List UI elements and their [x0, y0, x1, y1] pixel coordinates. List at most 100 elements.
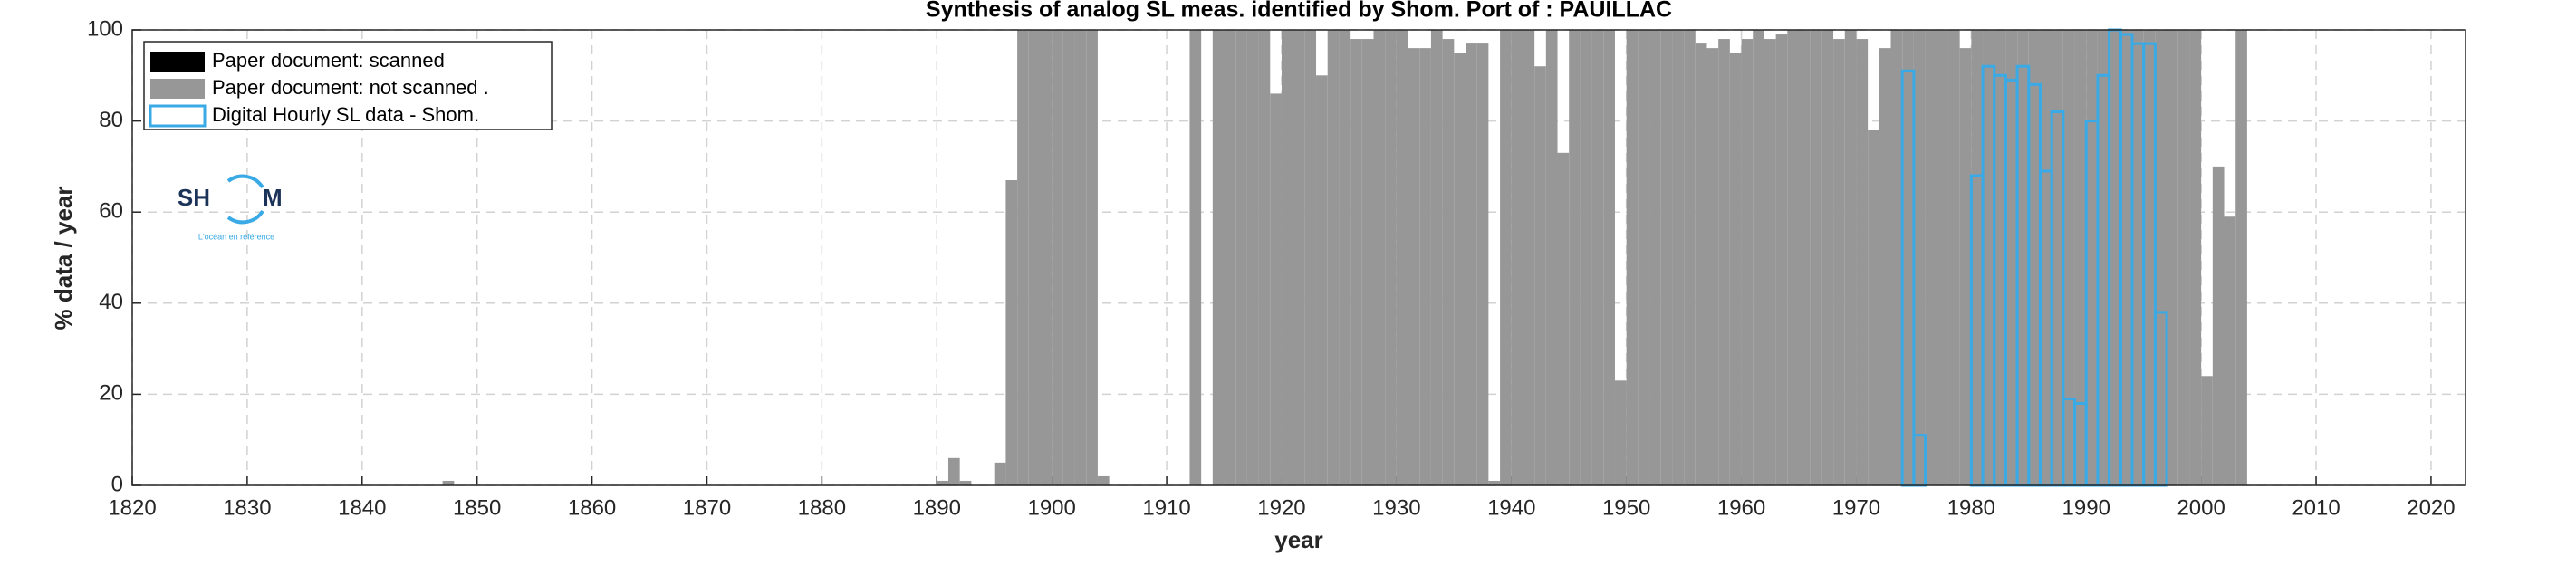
- bar: [1626, 30, 1639, 485]
- bar: [2005, 30, 2018, 485]
- x-tick-label: 1940: [1487, 495, 1535, 520]
- bar: [1603, 30, 1615, 485]
- bar: [1879, 48, 1891, 486]
- x-tick-label: 2000: [2177, 495, 2225, 520]
- bar: [2132, 30, 2144, 485]
- legend-label: Paper document: not scanned .: [212, 76, 489, 99]
- x-tick-label: 1850: [453, 495, 501, 520]
- x-tick-label: 2020: [2407, 495, 2455, 520]
- bar: [1466, 43, 1477, 486]
- bar: [947, 457, 960, 485]
- x-tick-label: 1990: [2062, 495, 2110, 520]
- bar: [1373, 30, 1386, 485]
- legend-label: Paper document: scanned: [212, 49, 445, 72]
- y-tick-label: 80: [99, 108, 123, 132]
- bar: [1614, 380, 1627, 485]
- bar: [2086, 30, 2098, 485]
- bar: [1235, 30, 1247, 485]
- bar: [1695, 43, 1707, 486]
- x-tick-label: 1890: [913, 495, 961, 520]
- bar: [2028, 30, 2041, 485]
- x-tick-label: 1970: [1832, 495, 1880, 520]
- x-tick-label: 1880: [798, 495, 846, 520]
- x-tick-label: 1870: [683, 495, 731, 520]
- bar: [1224, 30, 1236, 485]
- x-axis-label: year: [1274, 526, 1323, 553]
- bar: [994, 462, 1006, 485]
- bar: [1270, 93, 1282, 486]
- bar: [1028, 30, 1041, 485]
- bars: [442, 28, 2247, 487]
- legend-label: Digital Hourly SL data - Shom.: [212, 103, 479, 126]
- bar: [1672, 30, 1685, 485]
- bar: [1523, 30, 1535, 485]
- bar: [2062, 30, 2075, 485]
- bar: [1040, 30, 1053, 485]
- bar: [1787, 30, 1799, 485]
- bar: [2120, 30, 2132, 485]
- legend-swatch: [150, 79, 205, 99]
- bar: [2040, 30, 2052, 485]
- bar: [1304, 30, 1317, 485]
- bar: [1281, 30, 1293, 485]
- bar: [1718, 39, 1730, 486]
- bar: [1591, 30, 1604, 485]
- bar: [1097, 475, 1110, 485]
- bar: [1361, 39, 1374, 486]
- bar: [1994, 30, 2006, 485]
- bar: [2224, 216, 2236, 486]
- bar: [1959, 48, 1972, 486]
- bar: [1545, 30, 1558, 485]
- bar: [1339, 30, 1351, 485]
- legend: Paper document: scanned Paper document: n…: [143, 41, 553, 130]
- logo-ring: [226, 174, 264, 225]
- bar: [1729, 53, 1742, 486]
- legend-swatch: [150, 52, 205, 72]
- x-tick-label: 1980: [1947, 495, 1995, 520]
- bar: [1396, 30, 1408, 485]
- bar: [959, 480, 972, 485]
- logo-tagline: L'océan en référence: [198, 232, 274, 241]
- bar: [1074, 30, 1087, 485]
- bar: [2212, 166, 2225, 485]
- bar: [1971, 30, 1984, 485]
- bar: [1844, 30, 1857, 485]
- bar: [1649, 30, 1661, 485]
- bar: [1580, 30, 1592, 485]
- bar: [1062, 30, 1075, 485]
- logo-text: SH: [178, 184, 210, 211]
- bar: [2109, 30, 2121, 485]
- bar: [1937, 30, 1948, 485]
- bar: [1442, 39, 1455, 486]
- bar: [1316, 75, 1328, 486]
- legend-swatch: [149, 104, 207, 128]
- bar: [1890, 30, 1903, 485]
- x-tick-label: 1920: [1257, 495, 1305, 520]
- bar: [1005, 179, 1018, 486]
- bar: [1569, 30, 1581, 485]
- bar: [1408, 48, 1420, 486]
- x-tick-label: 1950: [1602, 495, 1650, 520]
- bar: [1327, 30, 1340, 485]
- logo: SH M L'océan en référence: [178, 174, 283, 241]
- bar: [1350, 39, 1362, 486]
- x-tick-label: 2010: [2292, 495, 2340, 520]
- bar: [1947, 30, 1960, 485]
- bar: [1764, 39, 1776, 486]
- plot-frame: [131, 29, 2466, 486]
- bar: [1799, 30, 1811, 485]
- legend-box: [143, 41, 553, 130]
- bar: [1684, 30, 1696, 485]
- bar: [2235, 30, 2247, 485]
- y-tick-label: 0: [111, 472, 123, 496]
- bar: [1385, 30, 1397, 485]
- bar: [1638, 30, 1650, 485]
- x-tick-label: 1960: [1717, 495, 1765, 520]
- bar: [1821, 30, 1834, 485]
- bar: [1017, 30, 1029, 485]
- x-tick-label: 1860: [568, 495, 616, 520]
- bar: [2189, 30, 2202, 485]
- bar: [1741, 39, 1754, 486]
- bar: [442, 480, 455, 485]
- bar: [1810, 30, 1822, 485]
